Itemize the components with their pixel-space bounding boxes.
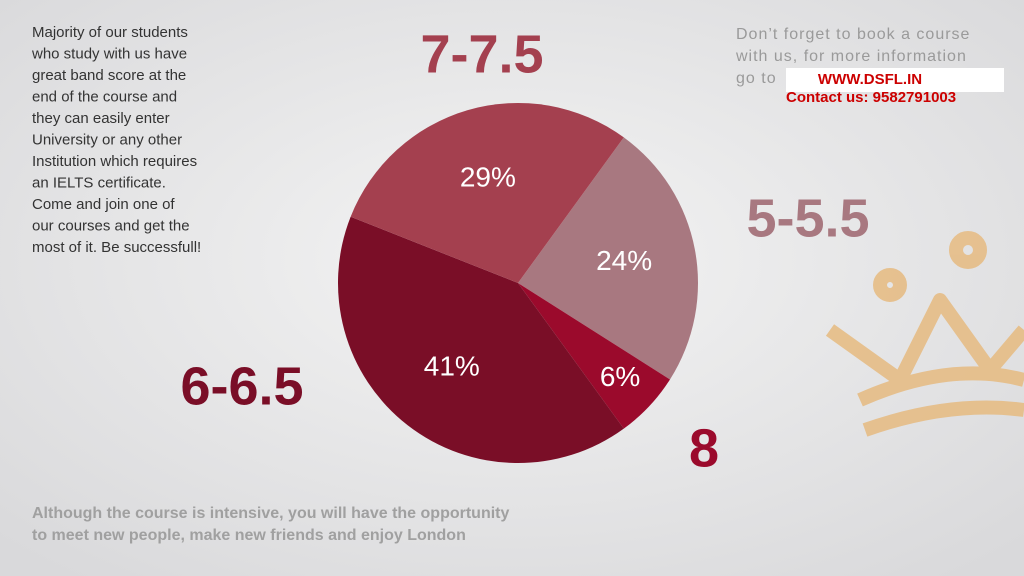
- intro-text: University or any other: [32, 131, 182, 148]
- intro-text: who study with us have: [31, 45, 187, 62]
- category-label: 5-5.5: [746, 188, 869, 248]
- footer-text: to meet new people, make new friends and…: [32, 527, 466, 544]
- category-label: 6-6.5: [180, 356, 303, 416]
- slice-label: 41%: [424, 351, 480, 382]
- reminder-text: go to: [736, 70, 777, 87]
- reminder-text: Don’t forget to book a course: [736, 26, 970, 43]
- intro-text: most of it. Be successfull!: [32, 239, 201, 256]
- category-label: 7-7.5: [420, 24, 543, 84]
- intro-text: Come and join one of: [32, 196, 175, 213]
- contact: Contact us: 9582791003: [786, 89, 956, 106]
- website-box: [786, 68, 1004, 92]
- pie-slice: [518, 137, 698, 380]
- intro-text: Institution which requires: [32, 153, 197, 170]
- pie-slice: [518, 283, 670, 429]
- intro-text: great band score at the: [32, 67, 186, 84]
- reminder-text: with us, for more information: [735, 48, 967, 65]
- slice-label: 24%: [596, 245, 652, 276]
- pie-slice: [338, 216, 624, 463]
- website: WWW.DSFL.IN: [818, 71, 922, 88]
- intro-text: an IELTS certificate.: [32, 174, 166, 191]
- pie-slice: [350, 102, 624, 283]
- category-label: 8: [689, 418, 719, 478]
- crown: [825, 231, 1024, 437]
- intro-text: our courses and get the: [32, 217, 190, 234]
- intro-text: they can easily enter: [32, 110, 170, 127]
- slice-label: 6%: [600, 361, 640, 392]
- footer-text: Although the course is intensive, you wi…: [32, 505, 509, 522]
- slice-label: 29%: [460, 162, 516, 193]
- intro-text: end of the course and: [32, 88, 177, 105]
- intro-text: Majority of our students: [32, 24, 188, 41]
